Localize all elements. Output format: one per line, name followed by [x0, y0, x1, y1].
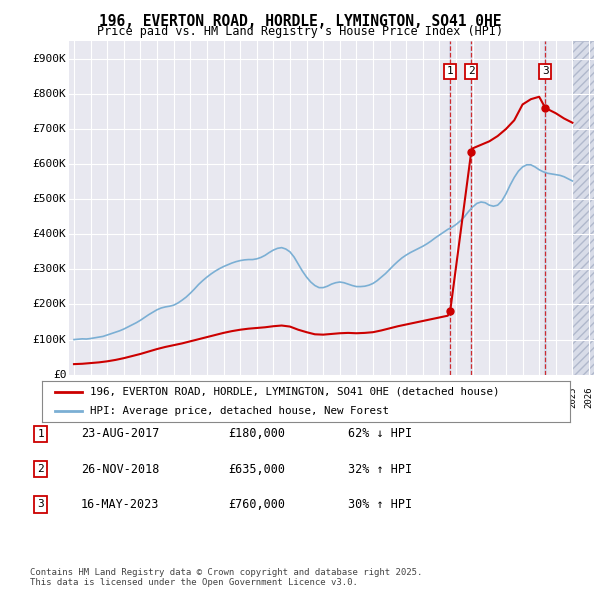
Text: 2013: 2013	[368, 386, 377, 408]
Text: £100K: £100K	[32, 335, 67, 345]
Text: 32% ↑ HPI: 32% ↑ HPI	[348, 463, 412, 476]
Text: £180,000: £180,000	[228, 427, 285, 440]
Text: £600K: £600K	[32, 159, 67, 169]
Text: HPI: Average price, detached house, New Forest: HPI: Average price, detached house, New …	[89, 406, 389, 416]
Text: Contains HM Land Registry data © Crown copyright and database right 2025.
This d: Contains HM Land Registry data © Crown c…	[30, 568, 422, 587]
Text: 2018: 2018	[452, 386, 461, 408]
Text: 1999: 1999	[136, 386, 145, 408]
Text: 2009: 2009	[302, 386, 311, 408]
Text: 2025: 2025	[568, 386, 577, 408]
Text: 2024: 2024	[551, 386, 560, 408]
Text: Price paid vs. HM Land Registry's House Price Index (HPI): Price paid vs. HM Land Registry's House …	[97, 25, 503, 38]
Text: 2016: 2016	[418, 386, 427, 408]
Text: 1995: 1995	[70, 386, 79, 408]
Text: 2019: 2019	[468, 386, 477, 408]
Text: 2021: 2021	[502, 386, 511, 408]
Bar	[572, 41, 598, 375]
Text: 62% ↓ HPI: 62% ↓ HPI	[348, 427, 412, 440]
Text: 2003: 2003	[202, 386, 211, 408]
Text: 2001: 2001	[169, 386, 178, 408]
Text: 2014: 2014	[385, 386, 394, 408]
Text: 1996: 1996	[86, 386, 95, 408]
Text: 2015: 2015	[402, 386, 411, 408]
Text: 16-MAY-2023: 16-MAY-2023	[81, 498, 160, 511]
Text: 2005: 2005	[236, 386, 245, 408]
Text: 1998: 1998	[119, 386, 128, 408]
Text: 2007: 2007	[269, 386, 278, 408]
Text: £200K: £200K	[32, 300, 67, 310]
Text: £760,000: £760,000	[228, 498, 285, 511]
Text: 2000: 2000	[152, 386, 161, 408]
Bar	[449, 41, 451, 375]
Text: 2002: 2002	[186, 386, 195, 408]
Text: £900K: £900K	[32, 54, 67, 64]
Bar	[470, 41, 472, 375]
Text: 26-NOV-2018: 26-NOV-2018	[81, 463, 160, 476]
Text: £0: £0	[53, 370, 67, 379]
Text: 2012: 2012	[352, 386, 361, 408]
Bar	[544, 41, 547, 375]
Text: 30% ↑ HPI: 30% ↑ HPI	[348, 498, 412, 511]
Text: 2: 2	[468, 66, 475, 76]
Text: 3: 3	[37, 500, 44, 509]
Text: £700K: £700K	[32, 124, 67, 134]
Text: £400K: £400K	[32, 230, 67, 240]
Text: 196, EVERTON ROAD, HORDLE, LYMINGTON, SO41 0HE (detached house): 196, EVERTON ROAD, HORDLE, LYMINGTON, SO…	[89, 386, 499, 396]
Text: £300K: £300K	[32, 264, 67, 274]
Text: 23-AUG-2017: 23-AUG-2017	[81, 427, 160, 440]
Text: 2008: 2008	[286, 386, 295, 408]
Text: 2020: 2020	[485, 386, 494, 408]
Text: 196, EVERTON ROAD, HORDLE, LYMINGTON, SO41 0HE: 196, EVERTON ROAD, HORDLE, LYMINGTON, SO…	[99, 14, 501, 28]
Text: 2023: 2023	[535, 386, 544, 408]
Text: 2022: 2022	[518, 386, 527, 408]
Text: £635,000: £635,000	[228, 463, 285, 476]
Bar	[572, 41, 598, 375]
Text: 2: 2	[37, 464, 44, 474]
Text: £800K: £800K	[32, 89, 67, 99]
Text: 2026: 2026	[584, 386, 593, 408]
Text: 1: 1	[447, 66, 454, 76]
Text: 2004: 2004	[219, 386, 228, 408]
Text: 1: 1	[37, 429, 44, 438]
Text: 1997: 1997	[103, 386, 112, 408]
Text: 2006: 2006	[252, 386, 261, 408]
Text: 3: 3	[542, 66, 548, 76]
Text: £500K: £500K	[32, 194, 67, 204]
Text: 2011: 2011	[335, 386, 344, 408]
Text: 2010: 2010	[319, 386, 328, 408]
Text: 2017: 2017	[435, 386, 444, 408]
